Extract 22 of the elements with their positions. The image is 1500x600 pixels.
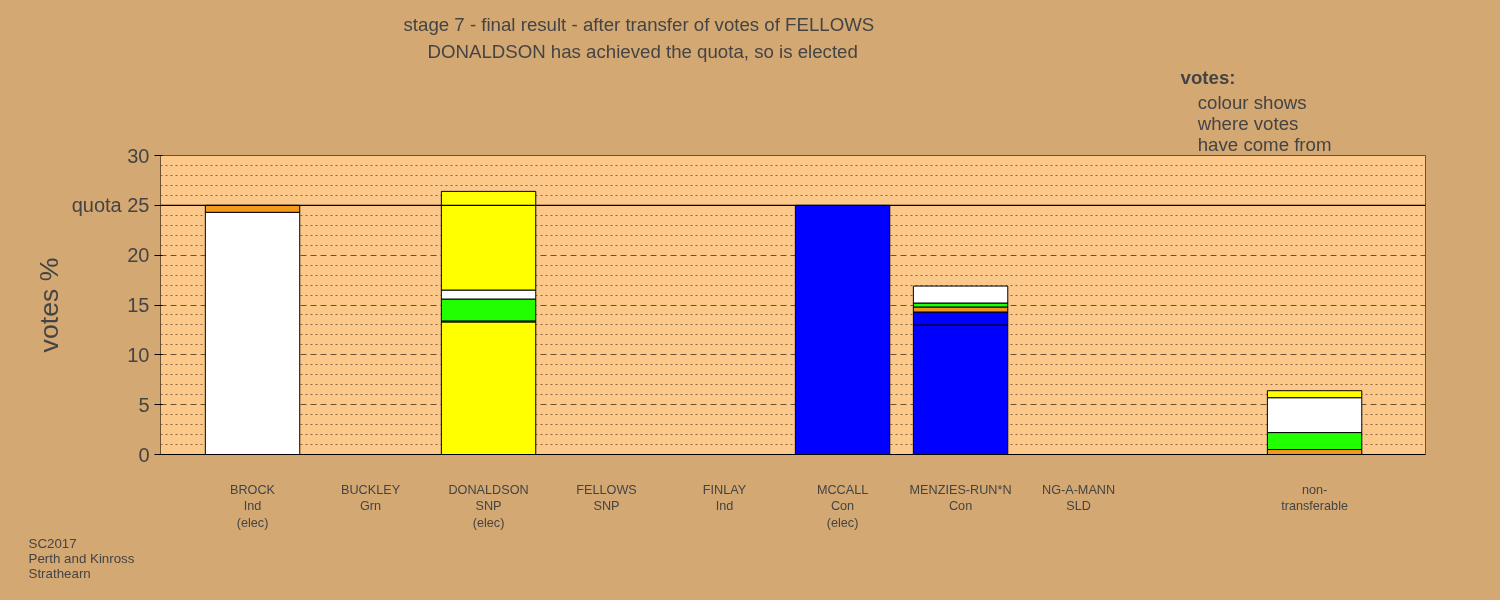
y-tick-label: 30 [127,144,150,167]
y-tick-label: 5 [138,393,150,416]
y-axis-title: votes % [33,257,64,353]
text: colour shows where votes have come from [1196,91,1332,155]
y-tick-label: 0 [138,443,150,466]
text: SC2017 Perth and Kinross Strathearn [28,535,135,581]
x-tick-label: BROCK Ind (elec) [230,482,276,531]
x-tick-label: MCCALL Con (elec) [816,482,869,531]
y-tick-label: 10 [127,343,150,366]
y-tick-label: 20 [127,244,150,267]
text: votes: [1180,66,1236,88]
x-tick-label: FELLOWS SNP [576,482,637,514]
chart-subtitle: DONALDSON has achieved the quota, so is elected [427,40,858,62]
y-tick-label: 15 [127,294,150,316]
y-tick-label: quota 25 [71,194,150,217]
chart-title: stage 7 - final result - after transfer of votes of FELLOWS [403,13,875,35]
x-tick-label: BUCKLEY Grn [341,482,401,514]
x-tick-label: FINLAY Ind [702,482,747,514]
x-tick-label: non- transferable [1281,482,1348,514]
x-tick-label: NG-A-MANN SLD [1042,482,1116,514]
x-tick-label: MENZIES-RUN*N Con [909,482,1012,514]
x-tick-label: DONALDSON SNP (elec) [448,482,529,531]
